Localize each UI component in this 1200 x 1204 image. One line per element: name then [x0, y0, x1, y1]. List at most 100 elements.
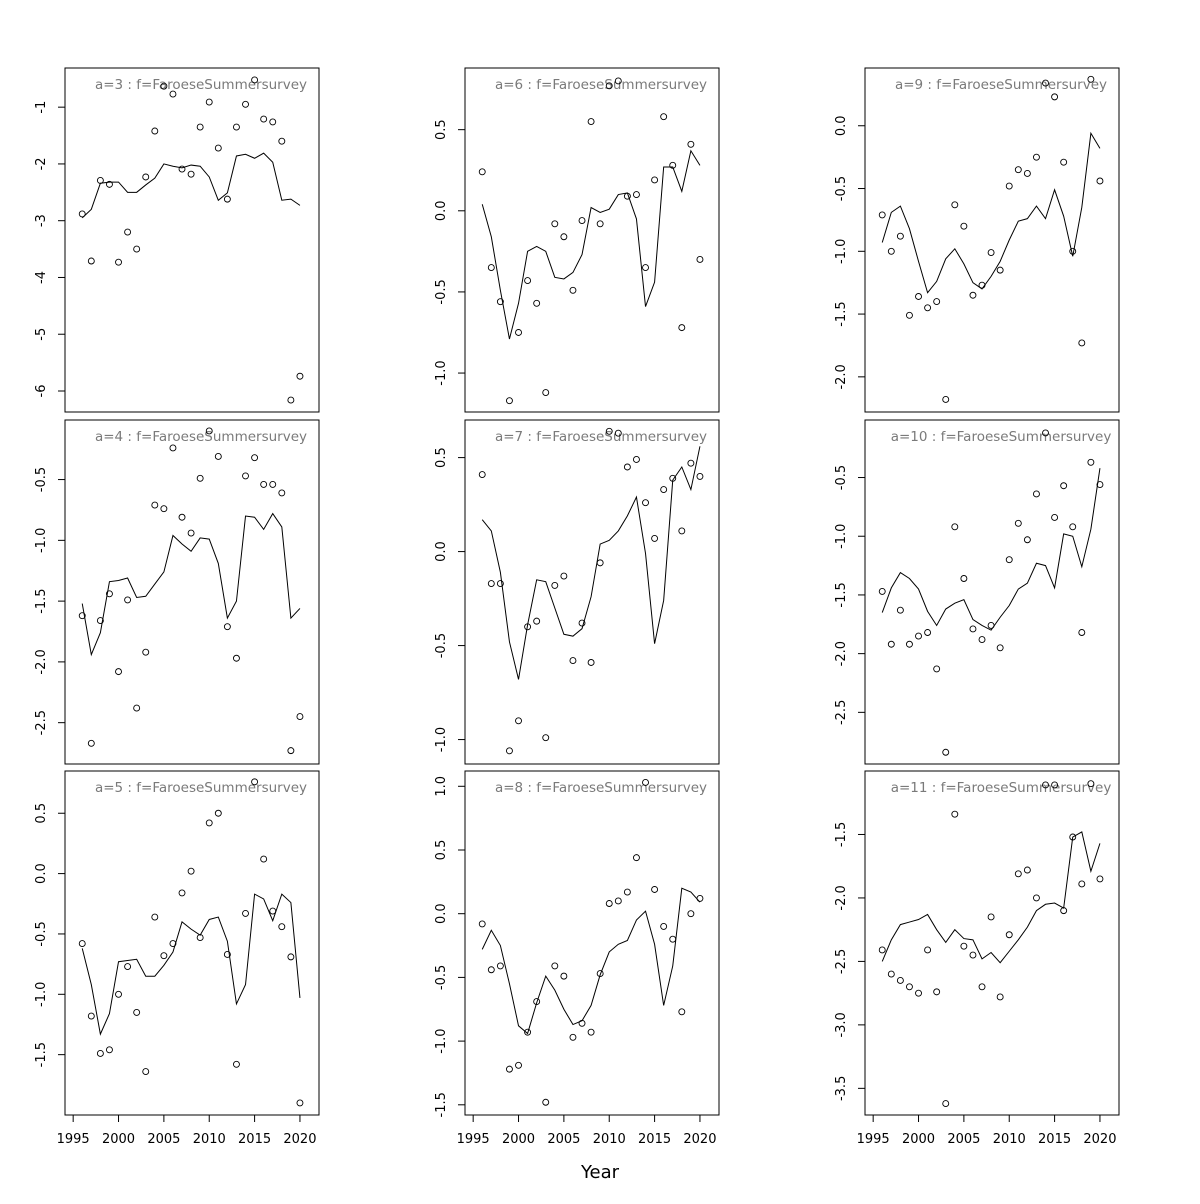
- observed-point: [78, 940, 86, 948]
- y-tick-label: 0.0: [434, 200, 449, 221]
- y-tick-label: 0.5: [434, 119, 449, 140]
- y-tick-label: -0.5: [434, 965, 449, 990]
- observed-point: [533, 299, 541, 307]
- observed-point: [1042, 429, 1049, 437]
- observed-point: [1014, 519, 1022, 527]
- observed-point: [924, 304, 932, 312]
- observed-point: [569, 657, 577, 665]
- observed-point: [642, 779, 649, 786]
- y-tick-label: -1.5: [834, 822, 849, 847]
- observed-point: [232, 654, 240, 662]
- x-tick-label: 2020: [683, 1132, 716, 1147]
- observed-point: [551, 962, 559, 970]
- observed-point: [133, 245, 141, 253]
- y-tick-label: -2.0: [834, 885, 849, 910]
- x-tick-label: 1995: [57, 1132, 90, 1147]
- observed-point: [605, 427, 613, 435]
- observed-point: [960, 575, 968, 582]
- observed-point: [1014, 166, 1022, 174]
- observed-point: [214, 809, 222, 817]
- observed-point: [687, 459, 695, 467]
- observed-point: [278, 923, 286, 931]
- observed-point: [660, 922, 668, 930]
- observed-point: [232, 123, 240, 131]
- observed-point: [642, 499, 649, 507]
- observed-point: [605, 82, 613, 90]
- observed-point: [1051, 93, 1059, 101]
- x-tick-label: 2020: [283, 1132, 316, 1147]
- observed-point: [115, 990, 122, 998]
- observed-point: [942, 395, 950, 403]
- observed-point: [506, 747, 513, 755]
- observed-point: [587, 659, 595, 666]
- observed-point: [1087, 75, 1095, 83]
- observed-point: [587, 1028, 595, 1036]
- observed-point: [151, 127, 159, 135]
- observed-point: [924, 946, 932, 954]
- observed-point: [614, 429, 622, 437]
- panel-title: a=11 : f=FaroeseSummersurvey: [891, 780, 1112, 796]
- y-tick-label: 1.0: [434, 776, 449, 797]
- x-tick-label: 2005: [547, 1132, 580, 1147]
- observed-point: [596, 559, 604, 567]
- plot-frame: [64, 770, 320, 1116]
- observed-point: [187, 867, 195, 875]
- observed-point: [506, 1065, 513, 1073]
- y-tick-label: -2.0: [34, 649, 49, 674]
- y-tick-label: -0.5: [834, 176, 849, 201]
- observed-point: [115, 668, 122, 676]
- observed-point: [287, 396, 295, 404]
- observed-point: [251, 778, 259, 786]
- observed-point: [924, 629, 932, 636]
- observed-point: [633, 854, 640, 862]
- observed-point: [1042, 781, 1049, 789]
- x-tick-label: 2020: [1083, 1132, 1116, 1147]
- observed-point: [978, 636, 986, 643]
- observed-point: [78, 210, 86, 218]
- observed-point: [214, 144, 222, 152]
- observed-point: [478, 168, 486, 176]
- observed-point: [142, 648, 150, 656]
- fitted-line: [881, 831, 1101, 964]
- observed-point: [87, 1012, 95, 1020]
- observed-point: [205, 98, 213, 106]
- observed-point: [906, 311, 913, 319]
- observed-point: [205, 427, 213, 435]
- observed-point: [623, 463, 631, 471]
- panel: a=9 : f=FaroeseSummersurvey -2.0 -1.5 -1.0 -…: [834, 67, 1120, 413]
- observed-point: [887, 247, 895, 255]
- observed-point: [614, 77, 622, 85]
- observed-point: [1051, 513, 1059, 521]
- observed-point: [933, 298, 941, 305]
- fitted-line: [81, 152, 301, 219]
- observed-point: [951, 810, 959, 818]
- observed-point: [542, 734, 550, 742]
- observed-point: [269, 480, 277, 488]
- observed-point: [205, 819, 213, 827]
- observed-point: [660, 486, 668, 494]
- observed-point: [260, 480, 268, 488]
- y-tick-label: -1.0: [34, 982, 49, 1007]
- observed-point: [196, 474, 204, 482]
- plot-frame: [464, 419, 720, 765]
- observed-point: [478, 471, 486, 478]
- observed-point: [105, 1046, 113, 1054]
- fitted-line: [881, 131, 1101, 294]
- observed-point: [1069, 523, 1077, 531]
- panel-title: a=7 : f=FaroeseSummersurvey: [495, 429, 707, 445]
- observed-point: [878, 211, 886, 219]
- observed-point: [242, 100, 249, 108]
- observed-point: [887, 970, 895, 978]
- observed-point: [960, 222, 968, 230]
- observed-point: [506, 397, 513, 405]
- observed-point: [187, 529, 195, 537]
- observed-point: [596, 220, 604, 228]
- observed-point: [996, 266, 1004, 274]
- observed-point: [223, 951, 231, 958]
- observed-point: [260, 115, 268, 123]
- observed-point: [660, 113, 668, 121]
- y-tick-label: -1.5: [34, 588, 49, 613]
- observed-point: [614, 897, 622, 905]
